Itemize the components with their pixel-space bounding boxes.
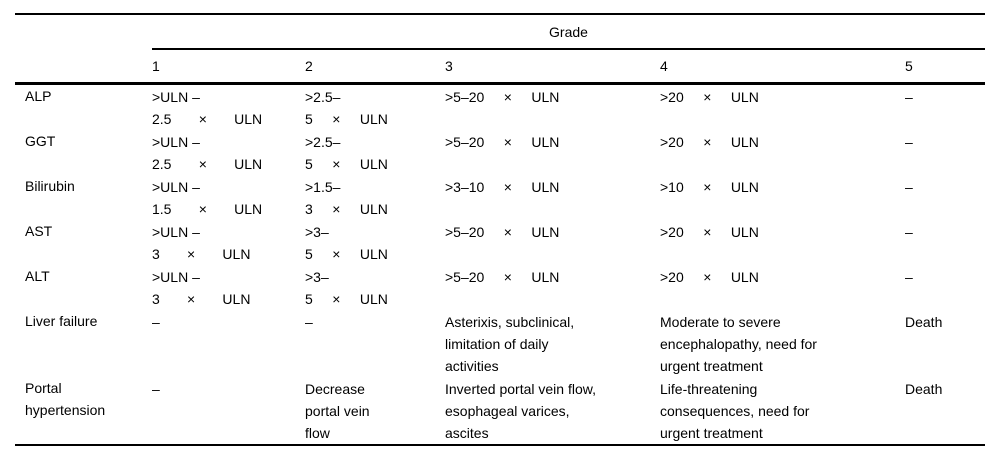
- table-cell: >20 × ULN: [660, 134, 759, 150]
- table-cell: –: [152, 377, 305, 446]
- grade-header-row: Grade: [15, 13, 986, 50]
- table-cell: >3– 5 × ULN: [305, 224, 388, 262]
- table-cell: Asterixis, subclinical, limitation of dai…: [445, 314, 575, 374]
- table-cell: >20 × ULN: [660, 89, 759, 105]
- table-cell: >ULN –1.5 × ULN: [152, 179, 263, 217]
- table-cell: –: [905, 269, 913, 285]
- column-number-row: 1 2 3 4 5: [15, 49, 986, 85]
- grade-col-header-5: 5: [905, 49, 986, 85]
- table-cell: –: [905, 89, 913, 105]
- table-cell: >3–10 × ULN: [445, 179, 560, 195]
- table-cell: >5–20 × ULN: [445, 224, 560, 240]
- table-cell: –: [905, 179, 913, 195]
- table-row-ggt: GGT >ULN –2.5 × ULN >2.5– 5 × ULN >5–20 ×…: [15, 130, 985, 175]
- table-cell: –: [305, 314, 313, 330]
- grade-col-header-1: 1: [152, 49, 305, 85]
- table-cell: >20 × ULN: [660, 224, 759, 240]
- table-cell: >1.5– 3 × ULN: [305, 179, 388, 217]
- grade-col-header-4: 4: [660, 49, 905, 85]
- row-label: AST: [25, 223, 53, 239]
- table-cell: >2.5– 5 × ULN: [305, 134, 388, 172]
- table-cell: >10 × ULN: [660, 179, 759, 195]
- row-label: ALT: [25, 268, 50, 284]
- table-row-alp: ALP >ULN –2.5 × ULN >2.5– 5 × ULN >5–20 ×…: [15, 84, 985, 131]
- table-cell: >ULN –2.5 × ULN: [152, 134, 263, 172]
- table-cell: Inverted portal vein flow, esophageal var…: [445, 377, 660, 446]
- grade-header: Grade: [152, 13, 986, 50]
- table-cell: >20 × ULN: [660, 269, 759, 285]
- row-label: GGT: [25, 133, 56, 149]
- table-cell: >2.5– 5 × ULN: [305, 89, 388, 127]
- table-cell: Moderate to severe encephalopathy, need f…: [660, 314, 817, 374]
- row-label: Liver failure: [25, 313, 98, 329]
- grade-col-header-3: 3: [445, 49, 660, 85]
- table-cell: >ULN –2.5 × ULN: [152, 89, 263, 127]
- table-cell: >ULN –3 × ULN: [152, 269, 251, 307]
- table-row-liver-failure: Liver failure – – Asterixis, subclinical…: [15, 310, 985, 377]
- row-label: Bilirubin: [25, 178, 75, 194]
- table-cell: Death: [905, 377, 986, 446]
- row-label: Portal hypertension: [15, 377, 152, 446]
- table-cell: >ULN –3 × ULN: [152, 224, 251, 262]
- table-row-ast: AST >ULN –3 × ULN >3– 5 × ULN >5–20 × ULN…: [15, 220, 985, 265]
- toxicity-grading-table: Grade 1 2 3 4 5 ALP >ULN –2.5 × ULN >2.5…: [15, 13, 986, 446]
- table-cell: –: [905, 134, 913, 150]
- table-cell: >3– 5 × ULN: [305, 269, 388, 307]
- table-cell: Life-threatening consequences, need for ur…: [660, 377, 905, 446]
- table-cell: Decrease portal vein flow: [305, 377, 445, 446]
- table-row-bilirubin: Bilirubin >ULN –1.5 × ULN >1.5– 3 × ULN >…: [15, 175, 985, 220]
- table-cell: >5–20 × ULN: [445, 89, 560, 105]
- table-cell: >5–20 × ULN: [445, 134, 560, 150]
- row-label: ALP: [25, 88, 52, 104]
- table-row-portal-hypertension: Portal hypertension – Decrease portal vein…: [15, 377, 986, 446]
- table-cell: Death: [905, 314, 943, 330]
- corner-cell: [15, 13, 152, 49]
- table-cell: –: [152, 314, 160, 330]
- table-row-alt: ALT >ULN –3 × ULN >3– 5 × ULN >5–20 × ULN…: [15, 265, 985, 310]
- grade-col-header-2: 2: [305, 49, 445, 85]
- corner-cell: [15, 49, 152, 85]
- table-cell: –: [905, 224, 913, 240]
- table-cell: >5–20 × ULN: [445, 269, 560, 285]
